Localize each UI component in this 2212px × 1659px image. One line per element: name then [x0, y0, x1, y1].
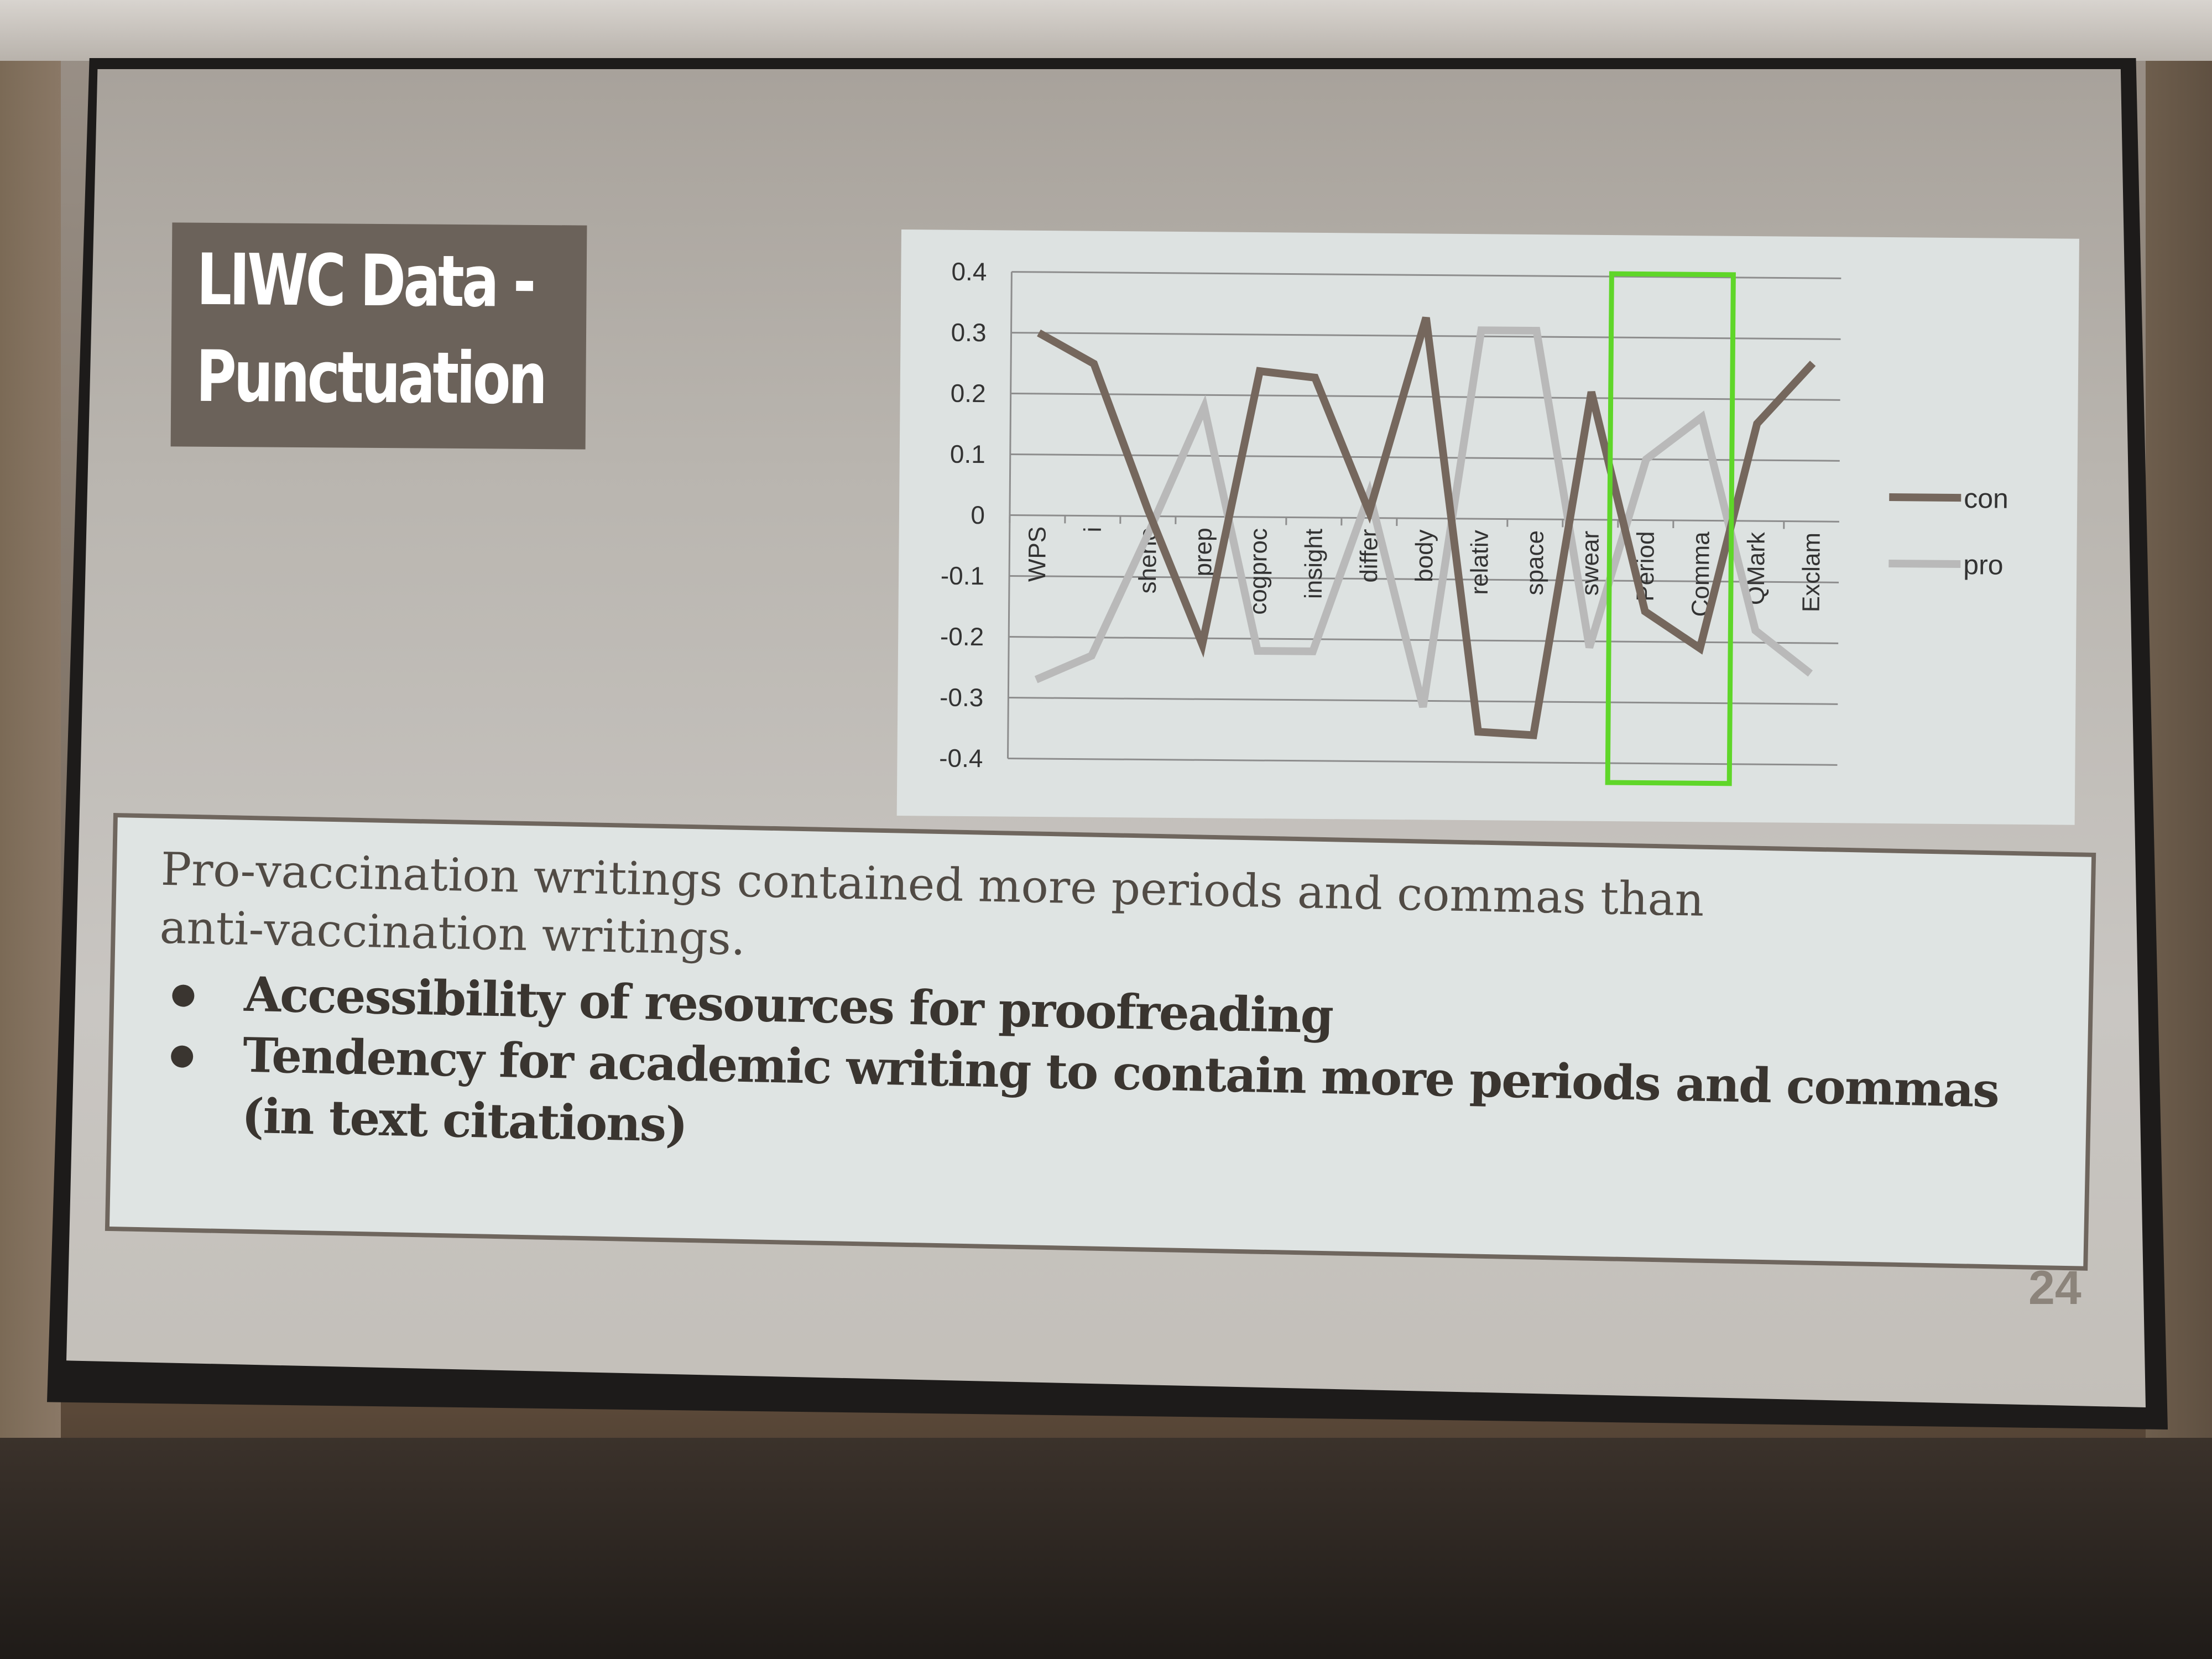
x-tick-label: Exclam	[1798, 533, 1825, 613]
left-wall	[0, 61, 61, 1443]
gridline	[1010, 393, 1840, 401]
floor	[0, 1438, 2212, 1659]
y-tick-label: -0.1	[941, 561, 985, 591]
x-tick-label: insight	[1300, 529, 1328, 599]
x-tick-label: relativ	[1466, 530, 1494, 595]
line-chart-panel: 0.4 0.3 0.2 0.1 0 -0.1 -0.2 -0.3 -0.4 WPS i shehe p…	[896, 229, 2079, 825]
takeaway-text-box: Pro-vaccination writings contained more …	[105, 813, 2096, 1271]
slide-title-line-1: LIWC Data -	[196, 238, 534, 324]
bullet-dot-2	[170, 1045, 194, 1068]
x-tick-label: prep	[1190, 528, 1217, 576]
series-line-con	[1037, 316, 1816, 739]
legend-label-pro: pro	[1963, 549, 2004, 581]
x-tick-label: WPS	[1024, 526, 1051, 582]
x-tick-label: i	[1079, 527, 1107, 533]
x-tick-label: body	[1411, 529, 1438, 582]
x-tick-label: space	[1521, 530, 1549, 596]
gridline	[1008, 758, 1838, 766]
bullet-dot-1	[171, 984, 195, 1008]
series-line-pro	[1034, 326, 1813, 708]
y-tick-label: 0	[971, 500, 985, 529]
y-tick-label: -0.2	[940, 622, 984, 651]
gridline	[1011, 271, 1841, 279]
legend-label-con: con	[1964, 483, 2008, 514]
y-tick-label: 0.4	[951, 257, 987, 286]
gridline	[1009, 575, 1839, 583]
ceiling	[0, 0, 2212, 61]
legend-swatch-con	[1889, 493, 1961, 502]
slide-page-number: 24	[2028, 1261, 2081, 1314]
line-chart: 0.40.30.20.10-0.1-0.2-0.3-0.4 WPS i shehe p…	[939, 257, 2008, 786]
highlight-box	[1605, 271, 1736, 786]
gridline	[1009, 636, 1839, 644]
gridline	[1009, 514, 1839, 523]
bullet-item-2-continuation: (in text citations)	[241, 1088, 687, 1153]
y-tick-label: 0.1	[950, 440, 985, 469]
y-tick-label: 0.3	[951, 318, 986, 347]
y-tick-label: -0.4	[939, 744, 983, 773]
gridline	[1010, 453, 1840, 462]
y-tick-label: 0.2	[951, 379, 986, 408]
y-tick-label: -0.3	[940, 683, 984, 712]
slide-title-line-2: Punctuation	[195, 335, 545, 421]
slide-title-box: LIWC Data - Punctuation	[170, 222, 587, 450]
paragraph-line-2: anti-vaccination writings.	[159, 901, 746, 966]
